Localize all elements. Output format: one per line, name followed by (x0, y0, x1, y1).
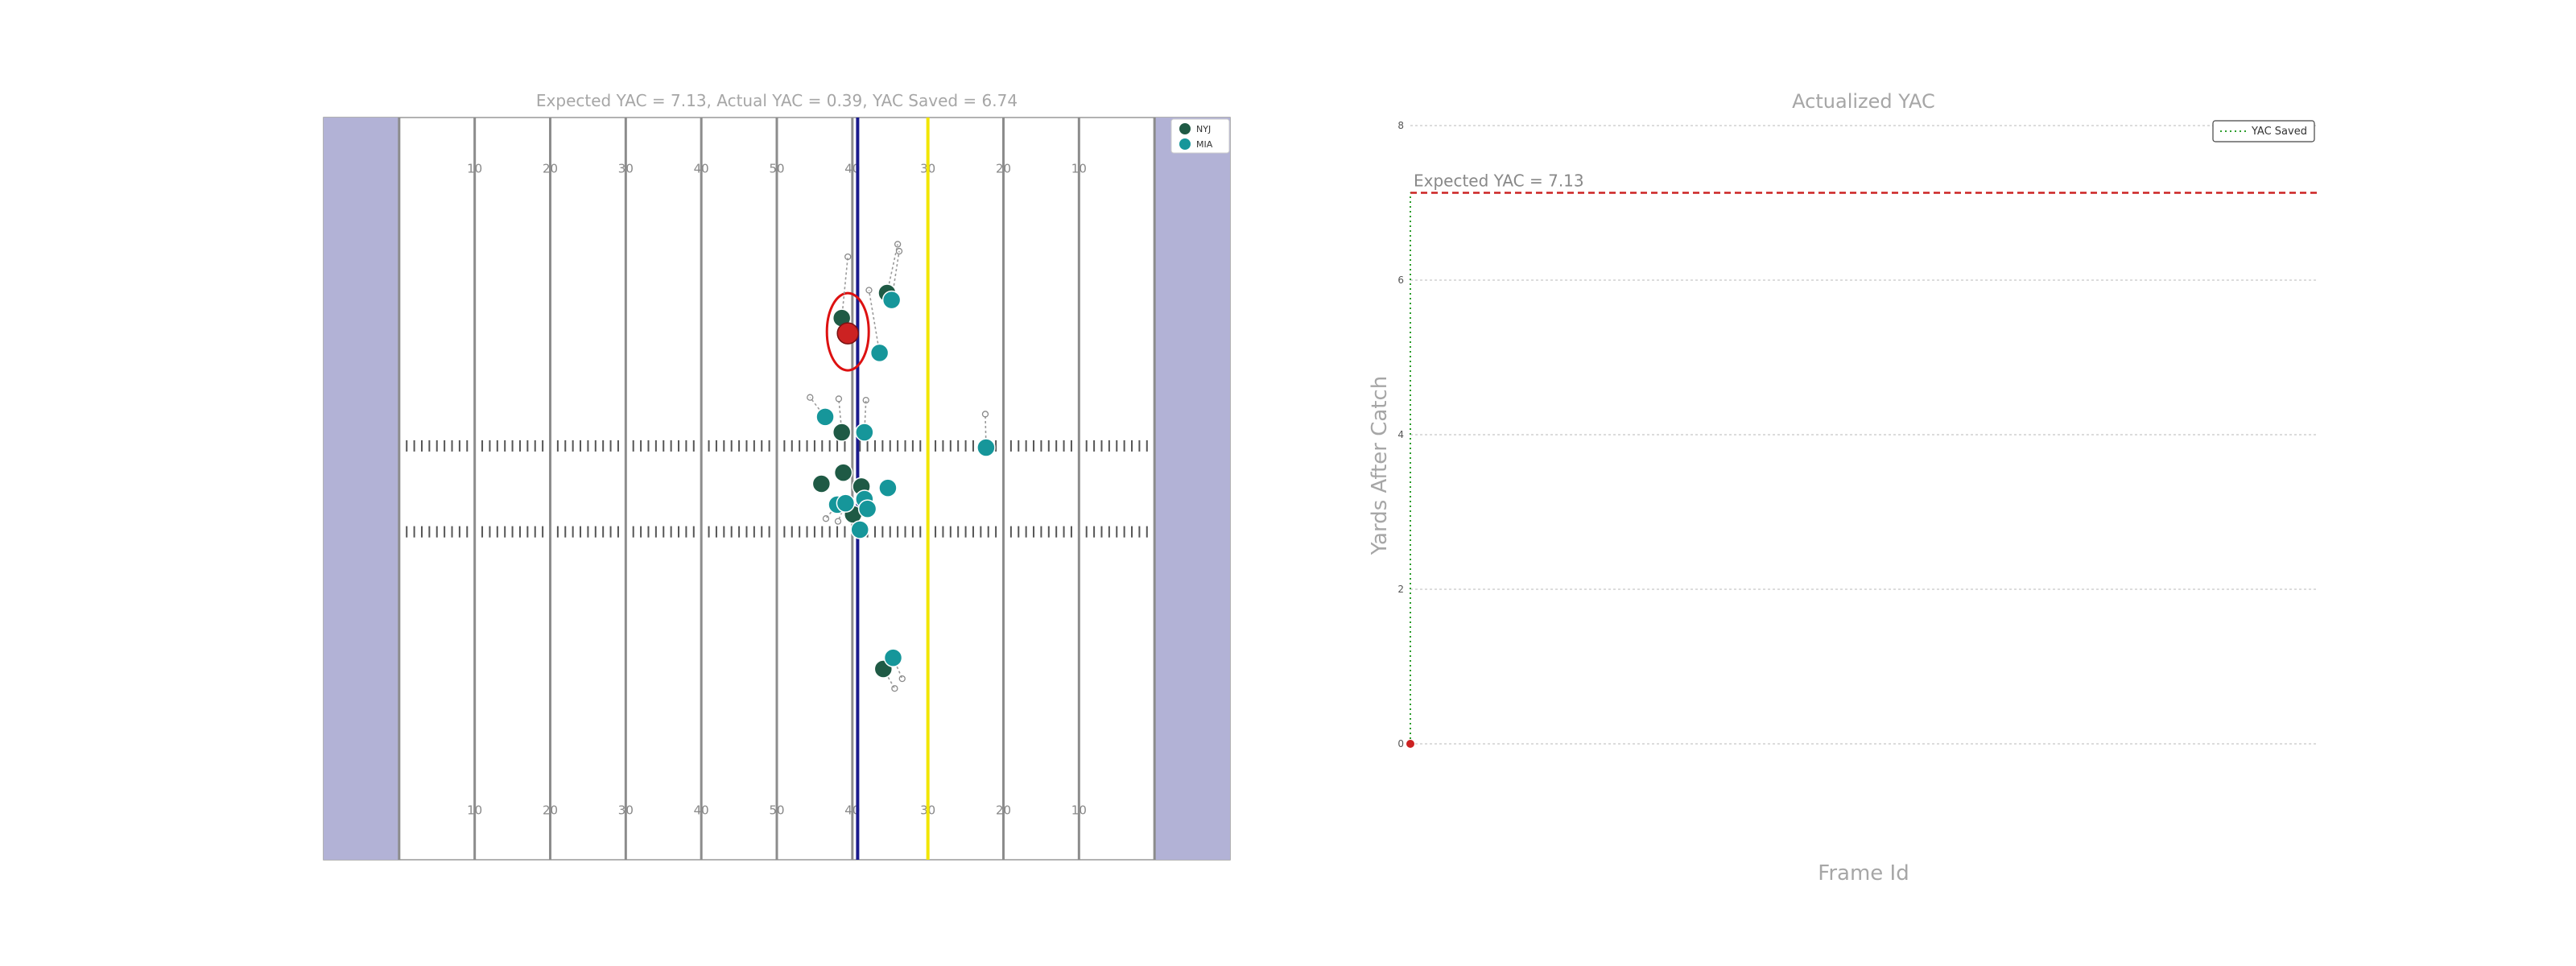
yac-x-axis-label: Frame Id (1818, 861, 1909, 886)
field-legend: NYJ MIA (1170, 118, 1230, 154)
left-endzone (324, 118, 399, 860)
yard-number-bottom: 20 (543, 803, 558, 818)
yac-y-tick-label: 6 (1397, 275, 1404, 286)
yac-y-tick-labels: 0 2 4 6 8 (1397, 120, 1404, 749)
nyj-player-marker (832, 423, 852, 442)
player-direction-arrowhead (862, 397, 869, 404)
player-direction-arrowhead (844, 253, 852, 261)
player-direction-arrowhead (865, 287, 873, 294)
mia-player-marker (869, 343, 890, 363)
player-direction-arrowhead (807, 394, 814, 401)
legend-marker-nyj (1179, 123, 1191, 134)
yac-y-axis-label: Yards After Catch (1368, 376, 1392, 556)
field-title: Expected YAC = 7.13, Actual YAC = 0.39, … (536, 91, 1018, 110)
player-direction-arrowhead (894, 241, 902, 248)
yard-number-top: 50 (769, 161, 784, 175)
expected-yac-label: Expected YAC = 7.13 (1414, 171, 1584, 191)
legend-label-mia: MIA (1196, 139, 1213, 150)
right-endzone (1154, 118, 1230, 860)
yard-number-top: 20 (996, 161, 1011, 175)
player-direction-arrow (809, 397, 826, 418)
player-direction-arrowhead (822, 515, 830, 522)
field-panel: Expected YAC = 7.13, Actual YAC = 0.39, … (323, 91, 1231, 861)
yac-chart-panel: Actualized YAC Yards After Catch Frame I… (1368, 90, 2318, 886)
player-direction-arrowhead (834, 518, 842, 525)
yard-number-top: 10 (467, 161, 482, 175)
yac-y-tick-label: 8 (1397, 120, 1404, 131)
mia-player-marker (850, 520, 869, 539)
actual-yac-point (1406, 740, 1414, 748)
player-direction-arrow (886, 244, 898, 294)
yard-number-bottom: 40 (694, 803, 709, 818)
mia-player-marker (878, 478, 898, 497)
legend-marker-mia (1179, 138, 1191, 150)
ball-carrier-highlight-ring (825, 291, 870, 372)
player-direction-arrow (868, 290, 881, 353)
player-direction-arrowhead (891, 685, 898, 692)
player-markers (807, 241, 996, 692)
legend-label-nyj: NYJ (1196, 124, 1211, 134)
yac-legend-box (2212, 120, 2315, 142)
yac-chart-title: Actualized YAC (1792, 90, 1935, 113)
player-direction-arrow (840, 256, 848, 319)
player-direction-arrow (892, 657, 903, 679)
mia-player-marker (836, 493, 856, 513)
yard-number-bottom: 50 (769, 803, 784, 818)
mia-player-marker (815, 407, 835, 427)
yac-y-tick-label: 2 (1397, 584, 1404, 595)
yac-y-tick-label: 4 (1397, 429, 1404, 440)
mia-player-marker (881, 290, 902, 310)
player-direction-arrowhead (898, 675, 906, 683)
yard-number-top: 10 (1071, 161, 1087, 175)
mia-player-marker (855, 423, 874, 442)
yac-y-tick-label: 0 (1397, 738, 1404, 749)
yard-number-bottom: 20 (996, 803, 1011, 818)
field-hash-marks (406, 440, 1148, 538)
mia-player-marker (857, 499, 877, 518)
mia-player-marker (883, 648, 903, 667)
ball-carrier-marker (836, 322, 859, 345)
player-direction-arrow (890, 250, 900, 300)
yac-gridlines (1410, 125, 2318, 745)
nyj-player-marker (833, 463, 853, 482)
mia-player-marker (976, 438, 996, 457)
yac-legend-label: YAC Saved (2251, 126, 2307, 138)
player-direction-arrowhead (835, 395, 843, 402)
player-direction-arrow (882, 668, 896, 689)
yard-number-top: 20 (543, 161, 558, 175)
player-direction-arrowhead (895, 247, 903, 255)
yard-number-top: 40 (694, 161, 709, 175)
yard-number-bottom: 10 (467, 803, 482, 818)
player-direction-arrowhead (981, 411, 989, 418)
yard-number-bottom: 10 (1071, 803, 1087, 818)
yard-number-bottom: 30 (618, 803, 634, 818)
yard-number-top: 30 (618, 161, 634, 175)
nyj-player-marker (811, 474, 832, 493)
field-yard-numbers: 102030405040302010102030405040302010 (467, 161, 1087, 817)
yac-legend: YAC Saved (2212, 120, 2315, 142)
